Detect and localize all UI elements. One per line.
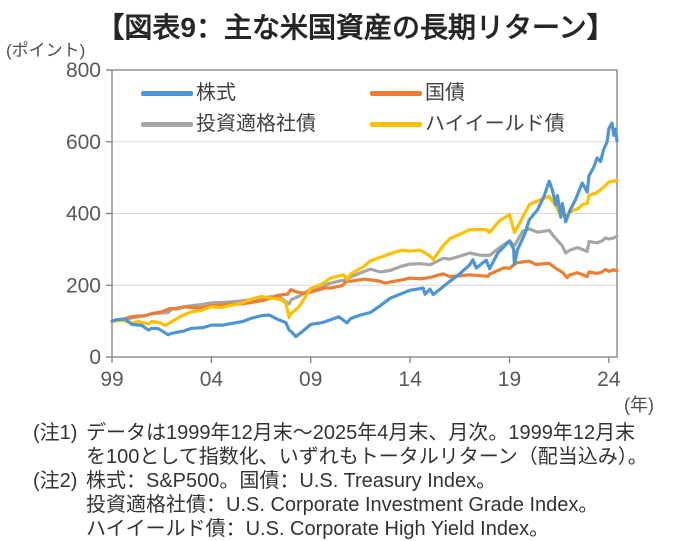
y-tick-label: 800 [66,59,101,82]
series-line-ig-corporate [110,227,619,323]
x-tick-label: 19 [498,368,521,391]
legend-label-high-yield: ハイイールド債 [425,113,565,135]
note-1-line: データは1999年12月末～2025年4月末、月次。1999年12月末 [86,422,636,444]
x-axis-unit-label: (年) [624,395,654,415]
series-line-stocks [110,121,619,339]
x-tick-label: 04 [200,368,224,391]
chart-title: 【図表9：主な米国資産の長期リターン】 [96,12,615,43]
y-tick-label: 200 [66,274,101,297]
note-2-line: ハイイールド債：U.S. Corporate High Yield Index。 [86,518,550,540]
legend-item-treasury: 国債 [370,81,565,105]
legend-label-treasury: 国債 [425,82,465,104]
notes-section: (注1) データは1999年12月末～2025年4月末、月次。1999年12月末… [33,421,648,541]
legend-line-sample-treasury [370,90,422,96]
note-1-label: (注1) [33,422,78,444]
legend-label-ig-corporate: 投資適格社債 [196,113,316,135]
x-tick-label: 14 [398,368,422,391]
note-2-line: 投資適格社債：U.S. Corporate Investment Grade I… [86,494,599,516]
note-1: (注1) データは1999年12月末～2025年4月末、月次。1999年12月末… [33,421,648,469]
chart-legend: 株式 国債投資適格社債 ハイイールド債 [141,81,565,136]
legend-label-stocks: 株式 [196,82,236,104]
legend-item-high-yield: ハイイールド債 [370,112,565,136]
note-2-line: 株式：S&P500。国債：U.S. Treasury Index。 [86,470,497,492]
y-tick-label: 400 [66,203,101,226]
note-2-label: (注2) [33,470,78,492]
note-1-line: を100として指数化、いずれもトータルリターン（配当込み）。 [86,446,648,468]
legend-line-sample-ig-corporate [141,121,193,127]
note-2: (注2) 株式：S&P500。国債：U.S. Treasury Index。 投… [33,469,648,541]
x-tick-label: 09 [299,368,322,391]
legend-item-stocks: 株式 [141,81,370,105]
legend-line-sample-high-yield [370,121,422,127]
legend-item-ig-corporate: 投資適格社債 [141,112,370,136]
y-axis-unit-label: (ポイント) [6,41,86,60]
y-tick-label: 600 [66,131,101,154]
x-tick-label: 99 [100,368,123,391]
x-tick-label: 24 [597,368,621,391]
legend-line-sample-stocks [141,90,193,96]
line-chart-plot: 0 200 400 600 800 99 04 09 14 19 24 [66,59,621,391]
y-tick-label: 0 [89,346,101,369]
